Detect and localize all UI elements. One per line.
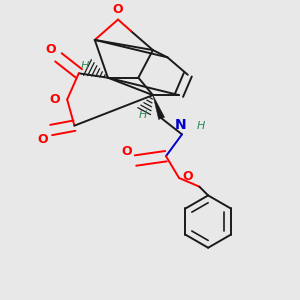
Text: O: O	[122, 145, 132, 158]
Polygon shape	[153, 95, 165, 119]
Text: O: O	[38, 133, 48, 146]
Text: N: N	[175, 118, 186, 132]
Text: O: O	[182, 170, 193, 183]
Text: H: H	[139, 110, 147, 120]
Text: H: H	[80, 61, 89, 71]
Text: H: H	[197, 121, 206, 131]
Text: O: O	[49, 93, 60, 106]
Text: O: O	[45, 43, 56, 56]
Text: O: O	[113, 3, 123, 16]
